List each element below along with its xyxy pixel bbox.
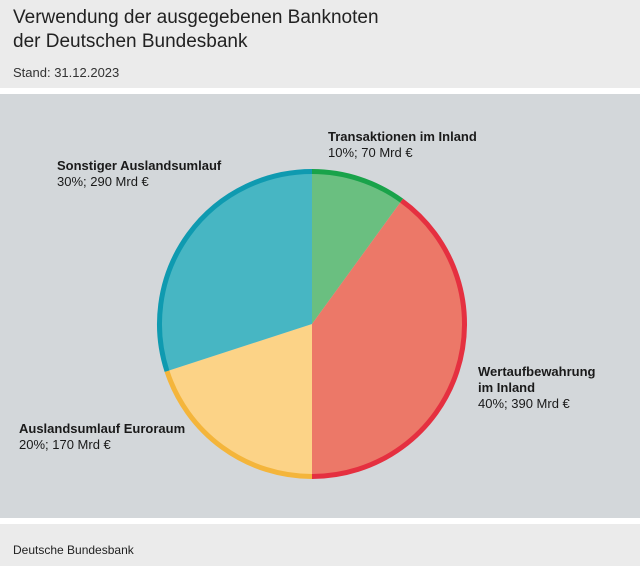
pie-chart [157,169,467,479]
slice-label-transaktionen: Transaktionen im Inland 10%; 70 Mrd € [328,129,477,161]
source-note: Deutsche Bundesbank [13,543,134,557]
pie-slice-ring-auslandsumlauf-euroraum [164,370,313,479]
slice-label-name: Auslandsumlauf Euroraum [19,421,186,436]
pie-slice-ring-sonstiger-auslandsumlauf [157,169,313,372]
slice-label-value: 10%; 70 Mrd € [328,145,413,160]
chart-date: Stand: 31.12.2023 [13,65,120,80]
pie-slice-sonstiger-auslandsumlauf [158,170,312,372]
slice-label-auslandsumlauf-euroraum: Auslandsumlauf Euroraum 20%; 170 Mrd € [19,421,185,453]
slice-label-sonstiger-auslandsumlauf: Sonstiger Auslandsumlauf 30%; 290 Mrd € [57,158,221,190]
slice-label-name: Sonstiger Auslandsumlauf [57,158,222,173]
slice-label-name: Wertaufbewahrung im Inland [478,364,596,395]
divider-bottom [0,518,640,524]
slice-label-value: 30%; 290 Mrd € [57,174,149,189]
slice-label-value: 20%; 170 Mrd € [19,437,111,452]
pie-slice-ring-wertaufbewahrung-im-inland [311,198,467,479]
pie-slice-ring-transaktionen-im-inland [311,169,404,203]
pie-slice-auslandsumlauf-euroraum [165,324,312,478]
slice-label-wertaufbewahrung: Wertaufbewahrung im Inland 40%; 390 Mrd … [478,364,596,412]
slice-label-value: 40%; 390 Mrd € [478,396,570,411]
pie-slice-wertaufbewahrung-im-inland [312,199,466,478]
chart-header: Verwendung der ausgegebenen Banknoten de… [0,0,640,88]
slice-label-name: Transaktionen im Inland [328,129,477,144]
plot-area: Transaktionen im Inland 10%; 70 Mrd € We… [0,94,640,518]
divider-top [0,88,640,94]
pie-slice-transaktionen-im-inland [312,170,403,324]
chart-title: Verwendung der ausgegebenen Banknoten de… [13,7,379,52]
